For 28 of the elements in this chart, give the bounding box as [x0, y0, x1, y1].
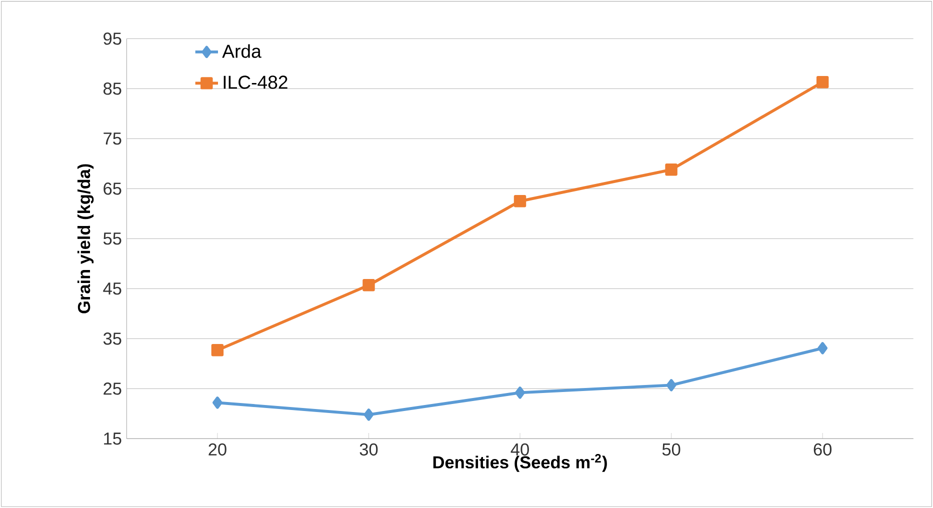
point	[818, 342, 828, 354]
point	[515, 386, 525, 399]
point	[212, 396, 222, 409]
point	[514, 195, 526, 208]
legend-label: ILC-482	[224, 76, 288, 89]
y-tick-label: 85	[104, 82, 122, 95]
y-tick-label: 95	[104, 32, 122, 45]
x-tick-label: 60	[814, 443, 832, 456]
point	[364, 408, 374, 421]
x-axis-title: Densities (Seeds m$^{-2}$)	[433, 454, 607, 472]
y-tick-label: 55	[103, 232, 122, 245]
point	[362, 279, 375, 292]
legend-label: Arda	[222, 44, 262, 58]
point	[665, 164, 678, 176]
x-tick-label: 30	[360, 443, 378, 456]
y-tick-label: 25	[104, 382, 122, 395]
y-tick-label: 75	[104, 132, 122, 145]
x-tick-label: 40	[510, 443, 529, 456]
point	[211, 344, 224, 356]
y-tick-label: 45	[103, 282, 122, 295]
y-axis-title: Grain yield (kg/da)	[77, 164, 94, 314]
x-tick-label: 50	[662, 443, 680, 456]
x-tick-label: 20	[208, 443, 226, 456]
y-tick-label: 15	[104, 432, 122, 445]
y-tick-label: 35	[103, 332, 122, 345]
point	[666, 379, 676, 392]
point	[816, 76, 829, 88]
y-tick-label: 65	[104, 182, 122, 195]
